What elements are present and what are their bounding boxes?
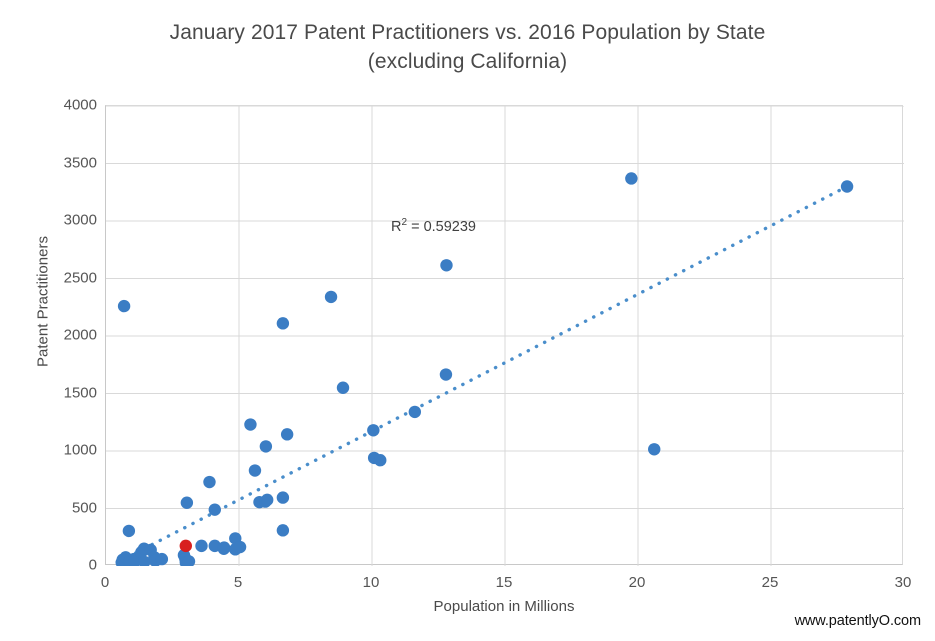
x-axis-tick-label: 25 bbox=[761, 574, 779, 591]
data-point bbox=[276, 491, 290, 504]
data-point bbox=[276, 524, 290, 537]
r-squared-base: R bbox=[391, 218, 402, 235]
data-point bbox=[195, 539, 208, 553]
data-point bbox=[155, 552, 169, 566]
data-point bbox=[324, 290, 338, 304]
data-point bbox=[217, 541, 231, 554]
x-axis-tick-label: 0 bbox=[100, 574, 110, 591]
data-point bbox=[276, 317, 290, 330]
data-point bbox=[367, 424, 380, 437]
x-axis-tick-label: 10 bbox=[362, 574, 380, 591]
data-point bbox=[840, 180, 854, 193]
y-axis-tick-label: 4000 bbox=[63, 96, 97, 114]
data-point bbox=[280, 428, 294, 441]
y-axis-tick-label: 3500 bbox=[63, 154, 97, 171]
y-axis-tick-label: 500 bbox=[71, 499, 97, 516]
data-points bbox=[115, 172, 854, 566]
data-point bbox=[138, 555, 151, 566]
x-axis-tick-label: 30 bbox=[894, 574, 912, 591]
data-point bbox=[117, 299, 131, 313]
data-point bbox=[336, 381, 350, 394]
trendline bbox=[117, 184, 850, 564]
y-axis-tick-label: 2500 bbox=[63, 269, 97, 286]
data-point bbox=[259, 440, 273, 453]
x-axis-ticks: 0 5 10 15 20 25 30 bbox=[101, 574, 912, 596]
data-point bbox=[440, 259, 453, 272]
data-point bbox=[439, 368, 453, 381]
r-squared-exponent: 2 bbox=[401, 217, 408, 228]
data-point bbox=[248, 464, 262, 477]
y-axis-tick-label: 2000 bbox=[63, 326, 97, 344]
y-axis-tick-label: 0 bbox=[88, 556, 97, 574]
y-axis-title: Patent Practitioners bbox=[34, 236, 52, 367]
data-point bbox=[180, 496, 194, 509]
data-point bbox=[374, 454, 387, 467]
r-squared-annotation: R2 = 0.59239 bbox=[391, 217, 476, 235]
data-point bbox=[233, 540, 247, 554]
plot-area bbox=[105, 105, 904, 566]
x-axis-title: Population in Millions bbox=[433, 598, 575, 615]
y-axis-tick-label: 1500 bbox=[63, 384, 97, 401]
data-point bbox=[203, 475, 216, 489]
y-axis-ticks: 0 500 1000 1500 2000 2500 3000 3500 4000 bbox=[35, 97, 97, 574]
watermark: www.patentlyO.com bbox=[794, 613, 922, 629]
data-point bbox=[244, 418, 257, 431]
x-axis-tick-label: 5 bbox=[233, 574, 243, 591]
data-point bbox=[127, 555, 141, 566]
trendline-path bbox=[117, 184, 850, 564]
data-point bbox=[625, 172, 638, 185]
x-axis-tick-label: 15 bbox=[495, 574, 513, 591]
r-squared-value: = 0.59239 bbox=[407, 218, 476, 235]
data-point bbox=[182, 555, 196, 566]
data-point bbox=[260, 493, 274, 507]
data-point bbox=[648, 443, 661, 456]
data-point bbox=[208, 503, 221, 516]
data-point bbox=[122, 524, 136, 538]
y-axis-tick-label: 1000 bbox=[63, 441, 97, 459]
gridlines bbox=[106, 106, 904, 566]
data-point bbox=[408, 405, 422, 419]
chart-title: January 2017 Patent Practitioners vs. 20… bbox=[169, 21, 766, 73]
y-axis-tick-label: 3000 bbox=[63, 211, 97, 229]
plot-svg bbox=[106, 106, 904, 566]
x-axis-tick-label: 20 bbox=[628, 574, 646, 591]
data-point-highlighted bbox=[179, 539, 192, 553]
